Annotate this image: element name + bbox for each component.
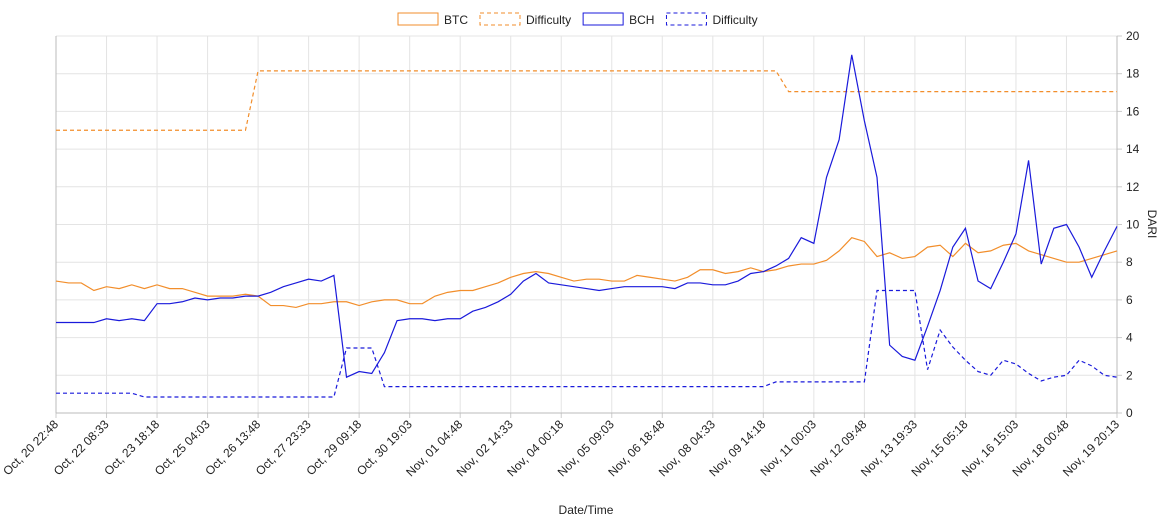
- legend-label: Difficulty: [712, 13, 757, 27]
- legend-swatch: [397, 12, 439, 26]
- y-tick-label: 2: [1126, 368, 1133, 382]
- series-line: [55, 237, 1118, 309]
- legend-label: Difficulty: [526, 13, 571, 27]
- legend-label: BTC: [444, 13, 468, 27]
- legend-label: BCH: [629, 13, 654, 27]
- series-line: [56, 54, 1118, 379]
- y-tick-label: 10: [1126, 218, 1140, 232]
- y-tick-label: 20: [1126, 29, 1140, 43]
- y-tick-label: 0: [1126, 406, 1133, 420]
- y-tick-label: 4: [1126, 331, 1133, 345]
- legend-swatch: [665, 12, 707, 26]
- series-line: [56, 289, 1118, 398]
- series-line: [56, 70, 1117, 131]
- legend-swatch: [479, 12, 521, 26]
- y-tick-label: 16: [1126, 104, 1140, 118]
- y-tick-label: 8: [1126, 255, 1133, 269]
- y-tick-label: 12: [1126, 180, 1140, 194]
- y-tick-label: 18: [1126, 67, 1140, 81]
- y-tick-label: 14: [1126, 142, 1140, 156]
- y-tick-label: 6: [1126, 293, 1133, 307]
- x-axis-title: Date/Time: [559, 503, 614, 517]
- legend-swatch: [582, 12, 624, 26]
- y-axis-title: DARI: [1145, 210, 1159, 239]
